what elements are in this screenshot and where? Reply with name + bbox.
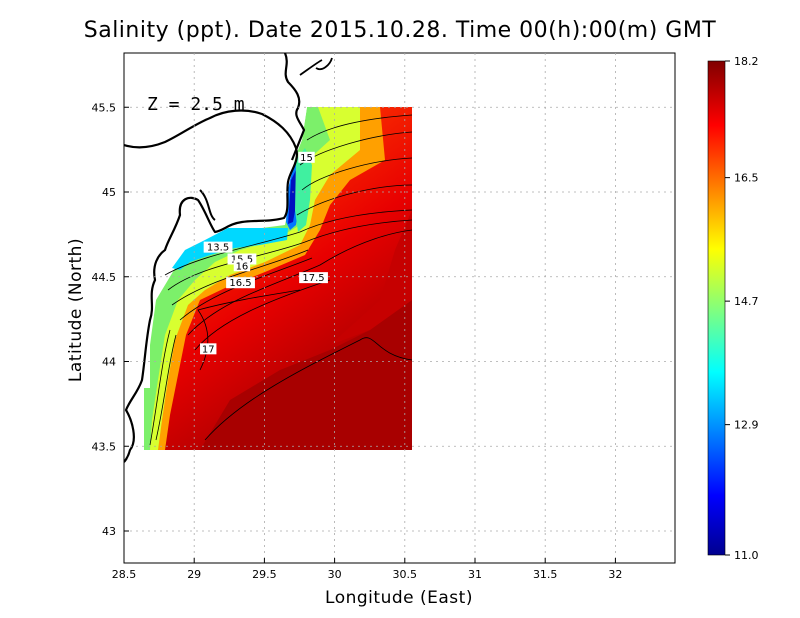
contour-labels: 13.5 15 15.516 16.5 17.5 17 [200, 151, 328, 355]
x-tick-labels: 28.5 29 29.5 30 30.5 31 31.5 32 [112, 558, 622, 581]
x-tick-label: 31 [468, 568, 482, 581]
field-plume-green [295, 148, 312, 232]
contour-label: 16.5 [229, 278, 251, 289]
land-crimea [124, 112, 296, 405]
depth-label: Z = 2.5 m [147, 94, 245, 115]
x-tick-label: 29 [187, 568, 201, 581]
salinity-field [124, 53, 675, 463]
contour-label: 17.5 [302, 273, 324, 284]
contour-label-bg [299, 272, 328, 284]
x-tick-label: 30 [328, 568, 342, 581]
colorbar [707, 60, 726, 556]
y-tick-label: 45 [102, 186, 116, 199]
y-tick-labels: 43 43.5 44 44.5 45 45.5 [92, 101, 129, 538]
y-tick-label: 44.5 [92, 271, 117, 284]
colorbar-tick-label: 12.9 [734, 419, 759, 432]
contour-label-bg [227, 253, 257, 265]
y-tick-label: 45.5 [92, 101, 117, 114]
contour-label-bg [233, 260, 251, 272]
land-north [124, 53, 302, 148]
x-tick-label: 31.5 [533, 568, 558, 581]
coastline [124, 109, 298, 463]
contour-label: 15 [300, 153, 313, 164]
contour-label-bg [203, 241, 233, 253]
y-tick-label: 44 [102, 356, 116, 369]
colorbar-tick-label: 18.2 [734, 55, 759, 68]
x-tick-label: 30.5 [393, 568, 418, 581]
x-tick-label: 28.5 [112, 568, 137, 581]
contour-label-bg [298, 151, 315, 163]
field-band-darkred [200, 300, 412, 450]
field-plume-darkblue [288, 170, 297, 224]
colorbar-tick-label: 11.0 [734, 549, 759, 562]
x-tick-label: 29.5 [252, 568, 277, 581]
coastline-east [283, 53, 306, 161]
colorbar-tick-label: 16.5 [734, 172, 759, 185]
contour-label: 17 [202, 344, 215, 355]
plot-frame [123, 52, 676, 564]
contour-label-bg [226, 277, 255, 289]
coastline-tip [199, 189, 216, 221]
land-east [292, 53, 675, 150]
coastline-islet [299, 57, 333, 76]
grid-lines [124, 53, 675, 563]
colorbar-tick-labels: 11.0 12.9 14.7 16.5 18.2 [725, 55, 759, 562]
chart-title: Salinity (ppt). Date 2015.10.28. Time 00… [83, 18, 717, 43]
contour-label: 13.5 [207, 243, 229, 254]
contour-label: 15.5 [231, 254, 253, 265]
y-tick-label: 43.5 [92, 440, 117, 453]
contour-label: 16 [236, 261, 249, 272]
x-tick-label: 32 [608, 568, 622, 581]
y-tick-label: 43 [102, 525, 116, 538]
colorbar-tick-label: 14.7 [734, 295, 759, 308]
field-band-darkred-2 [330, 210, 412, 345]
x-axis-label: Longitude (East) [325, 588, 473, 608]
contour-label-bg [200, 343, 217, 355]
